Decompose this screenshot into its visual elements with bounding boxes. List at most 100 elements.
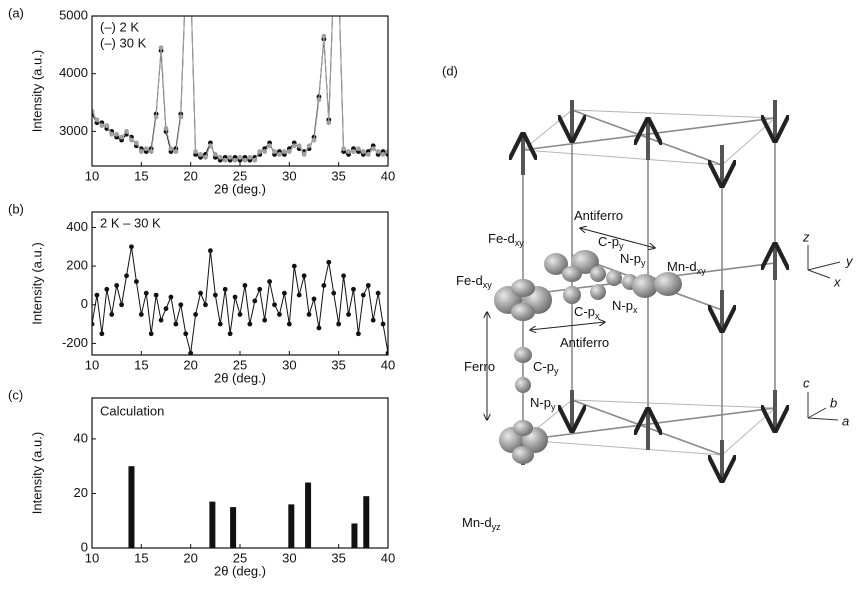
x-tick-label: 40: [381, 168, 395, 183]
diagram-label: Ferro: [464, 359, 495, 374]
data-point: [143, 146, 149, 152]
data-point: [114, 131, 120, 137]
data-point: [217, 154, 223, 160]
data-point: [351, 149, 356, 154]
data-point: [286, 149, 292, 154]
data-point: [262, 149, 268, 154]
data-point: [247, 321, 253, 327]
x-tick-label: 20: [183, 357, 197, 372]
data-point: [262, 317, 268, 323]
x-tick-label: 35: [331, 168, 345, 183]
panel-label: (c): [8, 387, 23, 402]
diagram-label: Antiferro: [560, 335, 609, 350]
panel-label: (a): [8, 5, 24, 20]
data-point: [222, 157, 228, 163]
x-tick-label: 15: [134, 168, 148, 183]
data-point: [198, 290, 203, 296]
data-point: [380, 321, 386, 327]
data-point: [301, 152, 307, 157]
data-point: [217, 321, 223, 327]
x-tick-label: 10: [85, 550, 99, 565]
data-point: [291, 263, 297, 269]
data-point: [173, 321, 179, 327]
y-tick-label: 0: [81, 539, 88, 554]
x-tick-label: 30: [282, 550, 296, 565]
data-point: [168, 146, 174, 152]
diagram-label: C-px: [574, 304, 600, 321]
data-point: [158, 45, 164, 51]
data-point: [375, 290, 381, 296]
data-point: [252, 157, 258, 163]
y-tick-label: 0: [81, 296, 88, 311]
data-point: [365, 152, 371, 157]
x-tick-label: 25: [233, 357, 247, 372]
bar: [363, 496, 370, 548]
data-point: [331, 290, 337, 296]
data-point: [282, 149, 287, 154]
data-point: [124, 128, 129, 134]
diagram-label: C-py: [533, 359, 559, 376]
label-text: N-p: [620, 251, 641, 266]
x-tick-label: 25: [233, 168, 247, 183]
data-point: [272, 149, 277, 154]
data-point: [178, 302, 184, 308]
y-axis-label: Intensity (a.u.): [29, 50, 44, 132]
x-tick-label: 40: [381, 357, 395, 372]
series-line: [92, 246, 388, 354]
data-point: [114, 283, 120, 288]
data-point: [232, 294, 238, 300]
x-tick-label: 40: [381, 550, 395, 565]
data-point: [203, 302, 208, 308]
panel-label: (b): [8, 201, 24, 216]
label-subscript: yz: [492, 522, 502, 532]
data-point: [257, 149, 263, 154]
y-tick-label: 400: [66, 219, 88, 234]
x-axis-label: 2θ (deg.): [214, 370, 266, 385]
data-point: [104, 123, 110, 129]
x-axis-label: 2θ (deg.): [214, 563, 266, 578]
data-point: [163, 126, 169, 131]
data-point: [351, 286, 356, 292]
x-tick-label: 15: [134, 357, 148, 372]
plot-area: [92, 244, 388, 355]
data-point: [104, 286, 110, 292]
data-point: [193, 149, 199, 154]
diagram-label: Mn-dxy: [667, 259, 706, 276]
data-point: [134, 279, 139, 284]
data-point: [193, 312, 199, 317]
data-point: [272, 302, 277, 308]
y-tick-label: 20: [74, 485, 88, 500]
data-point: [346, 149, 351, 154]
data-point: [326, 259, 332, 265]
data-point: [306, 312, 312, 317]
label-subscript: y: [641, 258, 646, 268]
label-subscript: y: [554, 366, 559, 376]
data-point: [316, 325, 322, 331]
data-point: [360, 292, 366, 298]
legend-entry: (–) 30 K: [100, 35, 147, 50]
exchange-arrows: [487, 228, 655, 420]
data-point: [380, 152, 386, 157]
data-point: [277, 152, 282, 157]
data-point: [94, 117, 100, 123]
diagram-label: Antiferro: [574, 208, 623, 223]
data-point: [311, 296, 317, 302]
data-point: [252, 298, 258, 304]
data-point: [153, 292, 159, 298]
data-point: [94, 292, 100, 298]
data-point: [286, 321, 292, 327]
y-axis-label: Intensity (a.u.): [29, 432, 44, 514]
plot-area: [128, 466, 370, 548]
chart-panel: (a) 10 15 20 25 30 35 40 3000 4000 5000 2θ (deg.) In…: [8, 5, 395, 196]
data-point: [99, 331, 105, 337]
data-point: [375, 149, 381, 154]
label-text: Mn-d: [667, 259, 697, 274]
data-point: [163, 306, 169, 312]
label-subscript: y: [551, 402, 556, 412]
x-tick-label: 30: [282, 357, 296, 372]
orbitals: [494, 250, 682, 464]
data-point: [129, 244, 134, 250]
label-text: Ferro: [464, 359, 495, 374]
label-subscript: xy: [697, 266, 707, 276]
